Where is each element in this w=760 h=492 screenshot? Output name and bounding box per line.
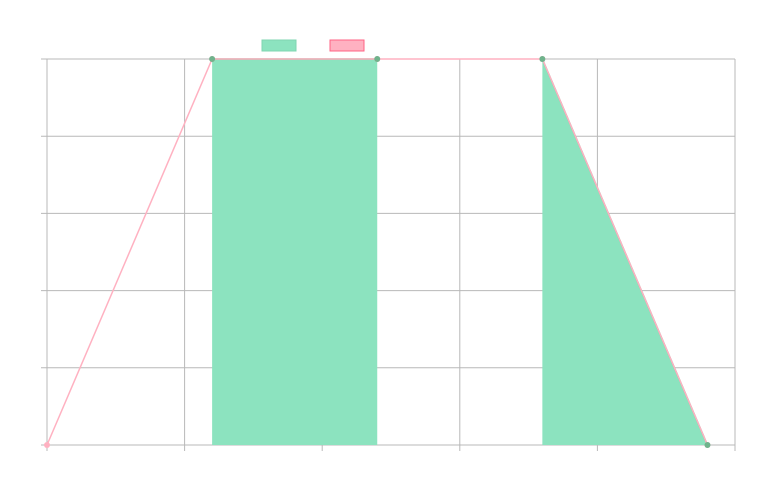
area-data-point — [539, 56, 546, 62]
area-data-point — [374, 56, 381, 62]
legend-swatch-area — [261, 39, 297, 52]
line-data-point — [44, 442, 50, 448]
legend — [261, 39, 365, 52]
area-fill-segment — [212, 59, 378, 445]
area-data-point — [704, 442, 711, 448]
series-layer — [44, 56, 711, 448]
area-data-point — [209, 56, 216, 62]
legend-swatch-line — [329, 39, 365, 52]
